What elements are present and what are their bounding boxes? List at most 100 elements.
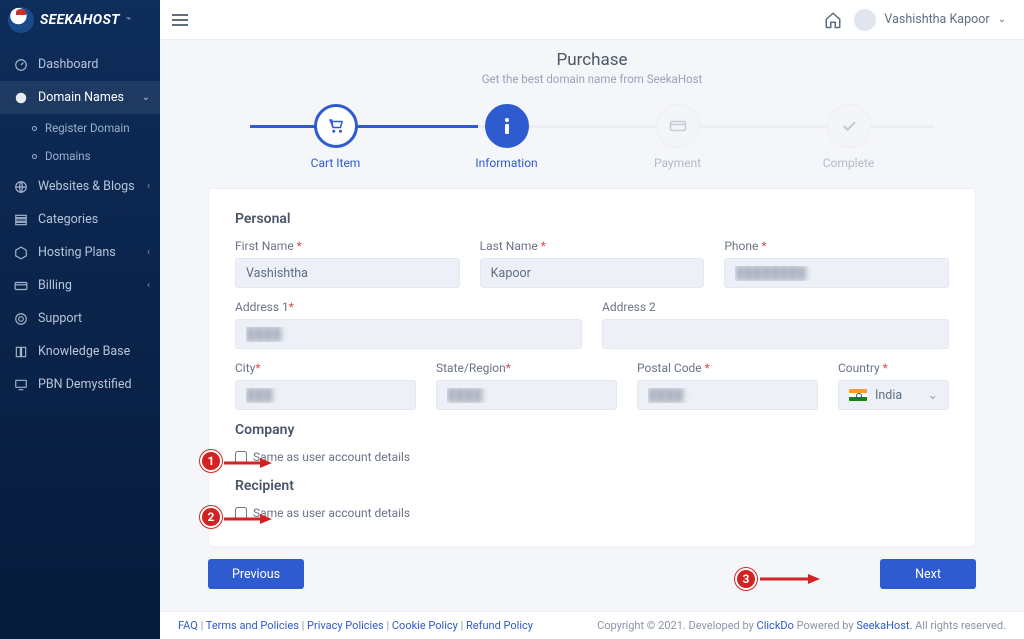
label-first-name: First Name *: [235, 239, 460, 253]
check-icon: [827, 104, 871, 148]
sidebar-item-pbn[interactable]: PBN Demystified: [0, 368, 160, 401]
menu-toggle-button[interactable]: [172, 14, 188, 26]
footer-links: FAQ | Terms and Policies | Privacy Polic…: [178, 619, 533, 632]
user-name: Vashishtha Kapoor: [884, 12, 989, 27]
sidebar-item-hosting-plans[interactable]: Hosting Plans ‹: [0, 236, 160, 269]
label-address2: Address 2: [602, 300, 949, 314]
info-icon: [485, 104, 529, 148]
footer-dev-link[interactable]: ClickDo: [757, 619, 794, 632]
postal-input[interactable]: [637, 380, 818, 410]
step-label: Cart Item: [311, 156, 361, 170]
label-state: State/Region*: [436, 361, 617, 375]
card-icon: [14, 279, 28, 293]
sidebar-item-label: Categories: [38, 212, 98, 227]
categories-icon: [14, 213, 28, 227]
book-icon: [14, 345, 28, 359]
field-state: State/Region*: [436, 361, 617, 410]
address2-input[interactable]: [602, 319, 949, 349]
sidebar-item-label: Knowledge Base: [38, 344, 130, 359]
label-city: City*: [235, 361, 416, 375]
first-name-input[interactable]: [235, 258, 460, 288]
company-same-label: Same as user account details: [253, 450, 410, 464]
footer-link-faq[interactable]: FAQ: [178, 619, 198, 632]
cart-icon: [314, 104, 358, 148]
step-label: Complete: [823, 156, 875, 170]
footer-link-cookie[interactable]: Cookie Policy: [392, 619, 458, 632]
field-phone: Phone *: [724, 239, 949, 288]
address1-input[interactable]: [235, 319, 582, 349]
page-subtitle: Get the best domain name from SeekaHost: [190, 72, 994, 86]
sidebar-item-label: Hosting Plans: [38, 245, 116, 260]
logo[interactable]: SEEKAHOST ™: [0, 0, 160, 40]
company-same-checkbox[interactable]: [235, 451, 247, 463]
dot-icon: [32, 154, 37, 159]
sidebar: SEEKAHOST ™ Dashboard Domain Names ⌄ Reg…: [0, 0, 160, 639]
sidebar-item-label: Support: [38, 311, 82, 326]
sidebar-item-billing[interactable]: Billing ‹: [0, 269, 160, 302]
field-country: Country * India ⌄: [838, 361, 949, 410]
monitor-icon: [14, 378, 28, 392]
step-complete: Complete: [763, 104, 934, 170]
section-recipient-heading: Recipient: [235, 478, 949, 494]
sidebar-sub-domains[interactable]: Domains: [0, 142, 160, 170]
chevron-down-icon: ⌄: [998, 14, 1006, 25]
sidebar-item-label: PBN Demystified: [38, 377, 132, 392]
step-payment: Payment: [592, 104, 763, 170]
country-select[interactable]: India ⌄: [838, 380, 949, 410]
previous-button[interactable]: Previous: [208, 559, 304, 589]
field-first-name: First Name *: [235, 239, 460, 288]
sidebar-item-label: Dashboard: [38, 57, 98, 72]
sidebar-item-dashboard[interactable]: Dashboard: [0, 48, 160, 81]
step-cart[interactable]: Cart Item: [250, 104, 421, 170]
main-content: Purchase Get the best domain name from S…: [160, 40, 1024, 611]
sidebar-item-label: Billing: [38, 278, 72, 293]
stepper: Cart Item Information Payment Complete: [250, 104, 934, 174]
sidebar-item-label: Domain Names: [38, 90, 124, 105]
dot-icon: [32, 126, 37, 131]
step-label: Information: [475, 156, 537, 170]
globe-icon: [14, 91, 28, 105]
label-last-name: Last Name *: [480, 239, 705, 253]
chevron-right-icon: ‹: [147, 181, 150, 192]
footer-link-terms[interactable]: Terms and Policies: [206, 619, 299, 632]
phone-input[interactable]: [724, 258, 949, 288]
recipient-same-label: Same as user account details: [253, 506, 410, 520]
footer-link-refund[interactable]: Refund Policy: [466, 619, 533, 632]
sidebar-item-categories[interactable]: Categories: [0, 203, 160, 236]
label-postal: Postal Code *: [637, 361, 818, 375]
nav: Dashboard Domain Names ⌄ Register Domain…: [0, 40, 160, 401]
topbar: Vashishtha Kapoor ⌄: [160, 0, 1024, 40]
sidebar-item-knowledge-base[interactable]: Knowledge Base: [0, 335, 160, 368]
package-icon: [14, 246, 28, 260]
footer-powered-link[interactable]: SeekaHost.: [856, 619, 912, 632]
label-country: Country *: [838, 361, 949, 375]
step-information[interactable]: Information: [421, 104, 592, 170]
support-icon: [14, 312, 28, 326]
form-card: Personal First Name * Last Name * Phone …: [208, 188, 976, 547]
flag-icon: [849, 389, 867, 401]
chevron-down-icon: ⌄: [928, 387, 938, 403]
label-phone: Phone *: [724, 239, 949, 253]
page-title: Purchase: [190, 50, 994, 70]
recipient-same-checkbox[interactable]: [235, 507, 247, 519]
sidebar-item-support[interactable]: Support: [0, 302, 160, 335]
last-name-input[interactable]: [480, 258, 705, 288]
field-last-name: Last Name *: [480, 239, 705, 288]
sidebar-item-websites-blogs[interactable]: Websites & Blogs ‹: [0, 170, 160, 203]
section-company-heading: Company: [235, 422, 949, 438]
field-city: City*: [235, 361, 416, 410]
footer-link-privacy[interactable]: Privacy Policies: [307, 619, 384, 632]
sidebar-sub-register-domain[interactable]: Register Domain: [0, 114, 160, 142]
field-address1: Address 1*: [235, 300, 582, 349]
user-menu[interactable]: Vashishtha Kapoor ⌄: [854, 9, 1006, 31]
footer-copyright: Copyright © 2021. Developed by ClickDo P…: [597, 619, 1006, 632]
home-icon[interactable]: [824, 11, 842, 29]
label-address1: Address 1*: [235, 300, 582, 314]
city-input[interactable]: [235, 380, 416, 410]
sidebar-item-domain-names[interactable]: Domain Names ⌄: [0, 81, 160, 114]
section-personal-heading: Personal: [235, 211, 949, 227]
logo-icon: [8, 7, 34, 33]
footer: FAQ | Terms and Policies | Privacy Polic…: [160, 611, 1024, 639]
next-button[interactable]: Next: [880, 559, 976, 589]
state-input[interactable]: [436, 380, 617, 410]
